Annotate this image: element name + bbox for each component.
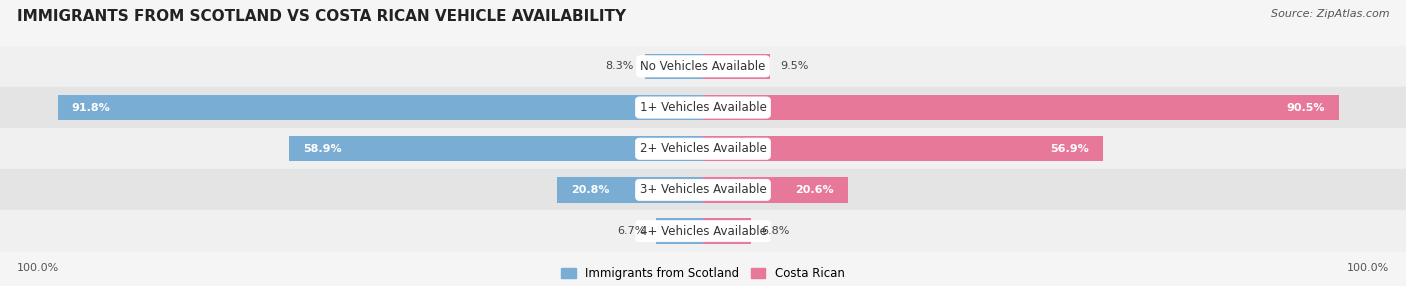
Text: 20.8%: 20.8% <box>571 185 609 195</box>
Text: 100.0%: 100.0% <box>17 263 59 273</box>
Text: 2+ Vehicles Available: 2+ Vehicles Available <box>640 142 766 155</box>
Bar <box>0 46 1406 87</box>
Bar <box>0 169 1406 210</box>
Text: 6.7%: 6.7% <box>617 226 645 236</box>
Text: 8.3%: 8.3% <box>606 61 634 71</box>
Bar <box>0 128 1406 169</box>
Text: 6.8%: 6.8% <box>762 226 790 236</box>
Bar <box>0 87 1406 128</box>
Bar <box>557 177 703 203</box>
Bar <box>644 53 703 79</box>
Text: No Vehicles Available: No Vehicles Available <box>640 60 766 73</box>
Bar <box>703 53 770 79</box>
Text: Source: ZipAtlas.com: Source: ZipAtlas.com <box>1271 9 1389 19</box>
Bar <box>703 177 848 203</box>
Bar <box>655 218 703 244</box>
Text: 9.5%: 9.5% <box>780 61 808 71</box>
Text: 1+ Vehicles Available: 1+ Vehicles Available <box>640 101 766 114</box>
Text: 20.6%: 20.6% <box>796 185 834 195</box>
Text: 91.8%: 91.8% <box>72 103 111 112</box>
Text: 56.9%: 56.9% <box>1050 144 1090 154</box>
Bar <box>703 95 1340 120</box>
Text: 58.9%: 58.9% <box>304 144 342 154</box>
Text: 4+ Vehicles Available: 4+ Vehicles Available <box>640 225 766 238</box>
Bar <box>703 136 1104 162</box>
Legend: Immigrants from Scotland, Costa Rican: Immigrants from Scotland, Costa Rican <box>561 267 845 280</box>
Text: 90.5%: 90.5% <box>1286 103 1324 112</box>
Bar <box>290 136 703 162</box>
Bar <box>703 218 751 244</box>
Text: IMMIGRANTS FROM SCOTLAND VS COSTA RICAN VEHICLE AVAILABILITY: IMMIGRANTS FROM SCOTLAND VS COSTA RICAN … <box>17 9 626 23</box>
Text: 3+ Vehicles Available: 3+ Vehicles Available <box>640 183 766 196</box>
Bar <box>0 210 1406 252</box>
Bar <box>58 95 703 120</box>
Text: 100.0%: 100.0% <box>1347 263 1389 273</box>
